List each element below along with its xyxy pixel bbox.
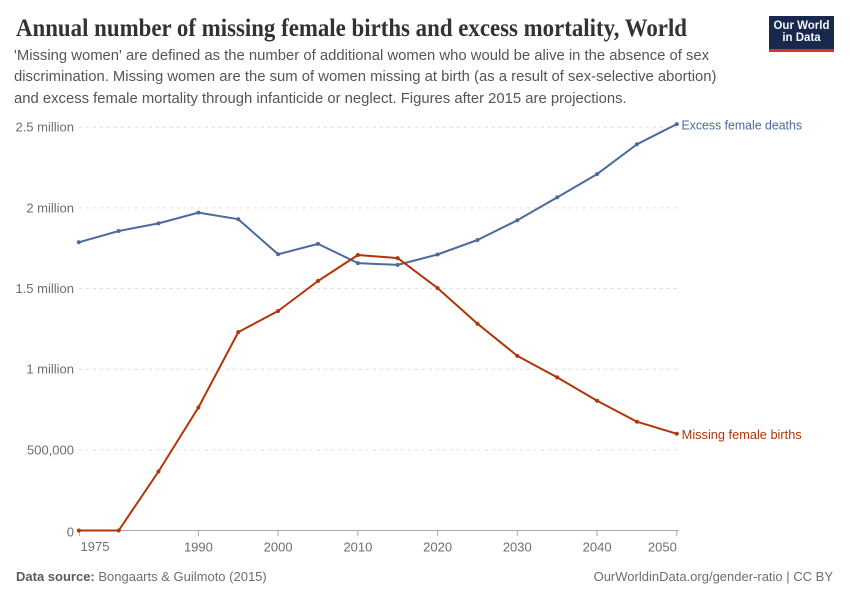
svg-text:Missing female births: Missing female births (682, 428, 802, 442)
svg-text:2.5 million: 2.5 million (15, 120, 74, 135)
svg-text:2010: 2010 (343, 540, 372, 555)
svg-text:1975: 1975 (81, 539, 110, 554)
svg-text:1.5 million: 1.5 million (15, 281, 74, 296)
svg-text:2020: 2020 (423, 540, 452, 555)
svg-text:Excess female deaths: Excess female deaths (682, 119, 803, 133)
svg-text:0: 0 (67, 525, 74, 540)
svg-text:2030: 2030 (503, 540, 532, 555)
svg-text:2050: 2050 (648, 540, 677, 555)
svg-text:500,000: 500,000 (27, 442, 74, 457)
svg-text:2 million: 2 million (26, 200, 74, 215)
svg-text:2040: 2040 (583, 540, 612, 555)
svg-text:1990: 1990 (184, 540, 213, 555)
svg-text:2000: 2000 (264, 540, 293, 555)
svg-text:1 million: 1 million (26, 362, 74, 377)
